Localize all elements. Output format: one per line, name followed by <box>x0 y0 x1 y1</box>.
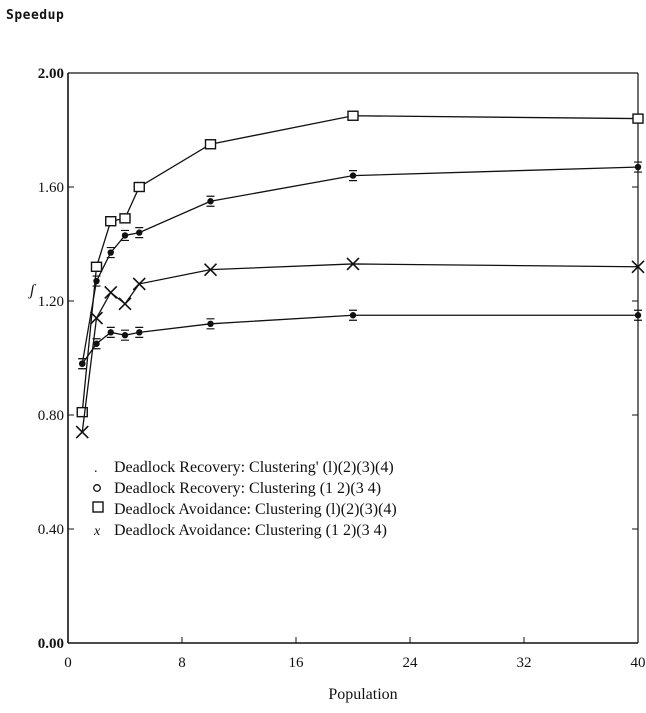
error-bar <box>349 170 357 182</box>
legend-label: Deadlock Avoidance: Clustering (1 2)(3 4… <box>114 522 387 539</box>
x-marker <box>104 285 118 300</box>
error-bar <box>121 229 129 242</box>
series-2 <box>78 161 642 370</box>
error-bar <box>135 227 144 239</box>
series-3 <box>76 110 644 418</box>
legend-marker-circle <box>93 484 101 492</box>
error-bar <box>206 318 215 330</box>
y-tick-label: 2.00 <box>38 66 64 82</box>
x-marker <box>203 263 218 277</box>
x-marker <box>132 277 146 291</box>
series-group <box>75 110 645 439</box>
dot-marker <box>207 320 214 327</box>
dot-marker <box>136 229 143 236</box>
square-marker <box>347 110 359 121</box>
x-tick-label: 32 <box>517 655 532 671</box>
legend: . Deadlock Recovery: Clustering' (l)(2)(3… <box>92 459 397 539</box>
dot-marker <box>349 172 357 179</box>
square-marker <box>90 261 103 272</box>
dot-marker <box>93 340 100 347</box>
dot-marker <box>107 329 114 336</box>
error-bar <box>106 246 115 259</box>
x-marker <box>346 257 360 271</box>
square-marker <box>76 406 88 418</box>
dot-marker <box>121 232 129 239</box>
dot-marker <box>349 312 357 319</box>
dot-marker <box>79 360 86 367</box>
y-tick-label: 0.80 <box>38 408 64 424</box>
x-marker <box>89 311 104 325</box>
legend-marker-text: x <box>93 524 101 539</box>
error-bar <box>78 358 87 370</box>
x-tick-label: 8 <box>178 655 186 671</box>
dot-marker <box>207 198 214 205</box>
series-1 <box>78 309 642 370</box>
dot-marker <box>136 329 143 336</box>
error-bar <box>106 326 115 338</box>
error-bar <box>634 161 642 173</box>
x-axis-title: Population <box>328 686 397 703</box>
x-tick-label: 40 <box>631 655 646 671</box>
y-tick-label: 1.20 <box>38 294 64 310</box>
y-tick-label: 1.60 <box>38 180 64 196</box>
error-bar <box>634 309 642 321</box>
legend-label: Deadlock Recovery: Clustering' (l)(2)(3)… <box>114 459 394 476</box>
square-marker <box>204 139 217 150</box>
dot-marker <box>634 312 642 319</box>
legend-label: Deadlock Avoidance: Clustering (l)(2)(3)… <box>114 501 397 518</box>
error-bar <box>92 275 101 287</box>
series-4 <box>75 257 645 439</box>
x-marker <box>75 425 89 439</box>
series-line <box>81 115 639 413</box>
x-tick-label: 0 <box>64 655 72 671</box>
dot-marker <box>121 332 129 339</box>
legend-marker-text: . <box>94 461 98 476</box>
square-marker <box>133 181 145 193</box>
square-marker <box>105 215 117 227</box>
square-marker <box>119 213 131 224</box>
x-tick-label: 24 <box>403 655 419 671</box>
dot-marker <box>634 163 642 171</box>
series-line <box>81 263 639 433</box>
series-line <box>81 314 638 365</box>
x-tick-label: 16 <box>289 655 305 671</box>
legend-label: Deadlock Recovery: Clustering (1 2)(3 4) <box>114 480 381 497</box>
chart-title: Speedup <box>6 8 65 23</box>
plot-frame <box>67 72 639 644</box>
legend-marker-square <box>92 501 104 513</box>
x-marker <box>118 297 132 311</box>
axis-ticks: 0 8 16 24 32 40 0.00 0.40 0.80 1.20 1.60 2.00 <box>38 66 646 671</box>
error-bar <box>349 309 357 321</box>
y-axis-mark: ʃ <box>28 282 37 299</box>
error-bar <box>121 329 129 341</box>
error-bar <box>206 195 215 207</box>
x-marker <box>631 260 645 274</box>
y-tick-label: 0.00 <box>38 636 64 652</box>
y-tick-label: 0.40 <box>38 522 64 538</box>
error-bar <box>135 326 144 338</box>
dot-marker <box>107 249 114 256</box>
square-marker <box>632 113 644 124</box>
